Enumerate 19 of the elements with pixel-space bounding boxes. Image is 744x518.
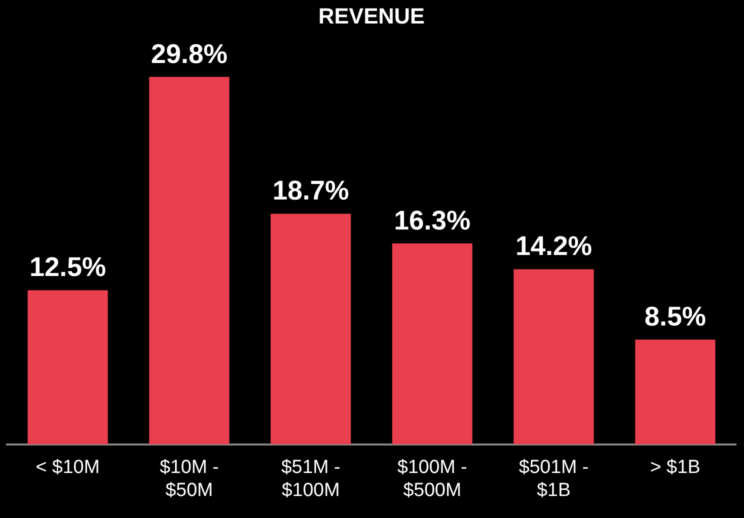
data-label: 14.2% (515, 231, 592, 262)
bar (514, 269, 594, 444)
chart-title: REVENUE (318, 3, 425, 28)
bar (635, 340, 716, 444)
bar (270, 214, 351, 444)
data-label: 29.8% (150, 38, 228, 69)
x-tick-label: > $1B (650, 457, 700, 478)
x-tick-label: < $10M (36, 457, 100, 478)
bar (392, 243, 472, 444)
data-label: 16.3% (394, 205, 471, 236)
data-label: 12.5% (29, 252, 106, 282)
x-tick-label: $10M - $50M (160, 457, 219, 501)
x-tick-label: $100M - $500M (397, 457, 468, 501)
data-label: 18.7% (272, 176, 350, 206)
x-tick-label: $501M - $1B (518, 457, 589, 501)
data-label: 8.5% (644, 302, 706, 332)
bar (149, 76, 230, 444)
bar (28, 290, 108, 444)
x-tick-label: $51M - $100M (281, 457, 340, 501)
